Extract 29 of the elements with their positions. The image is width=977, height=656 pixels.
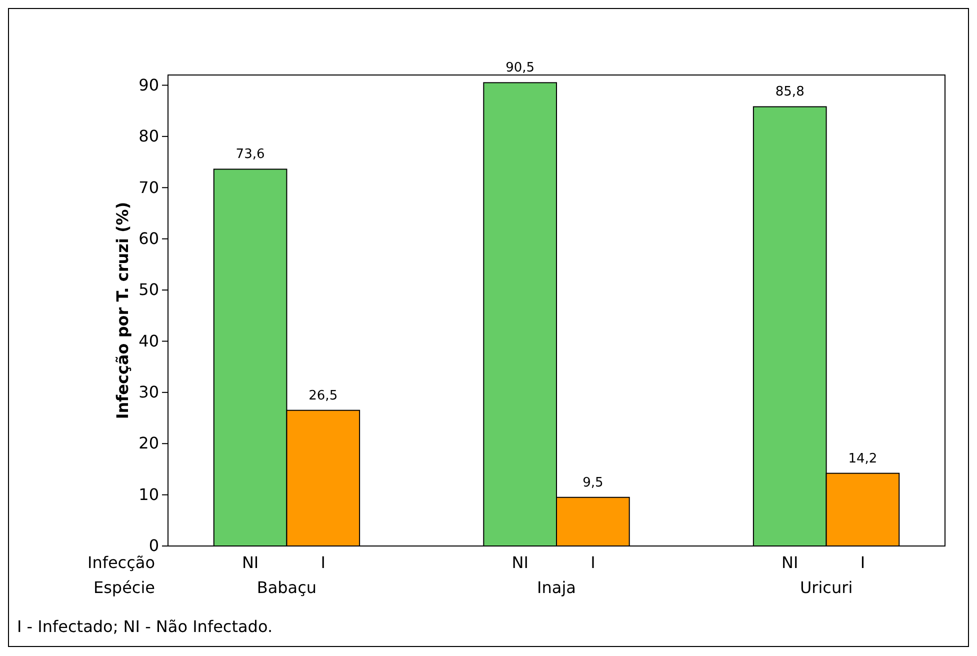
data-label: 73,6 bbox=[236, 147, 265, 162]
text: I bbox=[590, 553, 596, 572]
data-label: 85,8 bbox=[775, 84, 804, 100]
y-tick-label: 50 bbox=[138, 280, 159, 300]
y-tick-label: 80 bbox=[138, 126, 159, 146]
data-label: 9,5 bbox=[582, 475, 604, 490]
y-tick-label: 10 bbox=[138, 484, 159, 504]
y-tick-label: 90 bbox=[138, 75, 159, 94]
series-label: NI bbox=[242, 553, 259, 572]
y-tick-label: 40 bbox=[138, 331, 159, 350]
y-tick-label: 20 bbox=[138, 434, 159, 453]
data-label: 14,2 bbox=[848, 451, 878, 466]
text: NI bbox=[512, 553, 528, 572]
y-tick-label: 0 bbox=[148, 536, 159, 556]
y-tick-label: 60 bbox=[138, 228, 159, 248]
x-tick-label: Uricuri bbox=[800, 578, 853, 597]
y-tick-label: 30 bbox=[138, 382, 159, 402]
series-label: I bbox=[320, 553, 326, 572]
data-label: 90,5 bbox=[506, 60, 535, 76]
data-label: 26,5 bbox=[308, 388, 338, 404]
y-axis-title: Infecção por T. cruzi (%) bbox=[113, 202, 132, 420]
x-tick-label: Babaçu bbox=[256, 578, 317, 597]
text: I - Infectado; NI - Não Infectado. bbox=[17, 617, 273, 636]
text: I bbox=[860, 553, 866, 572]
text: Espécie bbox=[93, 578, 155, 597]
x-tick-label: Inaja bbox=[537, 578, 576, 597]
text: NI bbox=[782, 553, 798, 572]
text: Infecção bbox=[87, 553, 155, 572]
y-tick-label: 70 bbox=[138, 178, 159, 197]
